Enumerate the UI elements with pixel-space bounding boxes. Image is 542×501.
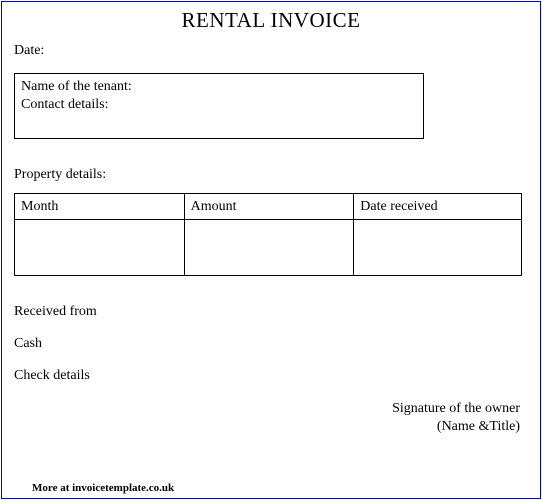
month-header: Month (15, 194, 185, 220)
signature-line-1: Signature of the owner (14, 400, 520, 418)
payment-table: Month Amount Date received (14, 193, 522, 276)
amount-cell[interactable] (184, 220, 354, 276)
month-cell[interactable] (15, 220, 185, 276)
amount-header: Amount (184, 194, 354, 220)
check-details-label: Check details (14, 368, 528, 384)
footer-link[interactable]: invoicetemplate.co.uk (72, 482, 174, 494)
tenant-contact-label: Contact details: (21, 96, 417, 114)
property-details-label: Property details: (14, 167, 528, 183)
date-received-header: Date received (354, 194, 522, 220)
signature-block: Signature of the owner (Name &Title) (14, 400, 528, 436)
tenant-name-label: Name of the tenant: (21, 78, 417, 96)
table-row (15, 220, 522, 276)
invoice-title: RENTAL INVOICE (14, 8, 528, 33)
date-label: Date: (14, 43, 528, 59)
invoice-container: RENTAL INVOICE Date: Name of the tenant:… (1, 1, 541, 499)
received-from-label: Received from (14, 304, 528, 320)
signature-line-2: (Name &Title) (14, 418, 520, 436)
table-header-row: Month Amount Date received (15, 194, 522, 220)
date-received-cell[interactable] (354, 220, 522, 276)
footer: More at invoicetemplate.co.uk (32, 482, 174, 494)
tenant-info-box: Name of the tenant: Contact details: (14, 73, 424, 139)
cash-label: Cash (14, 336, 528, 352)
footer-prefix: More at (32, 482, 72, 494)
